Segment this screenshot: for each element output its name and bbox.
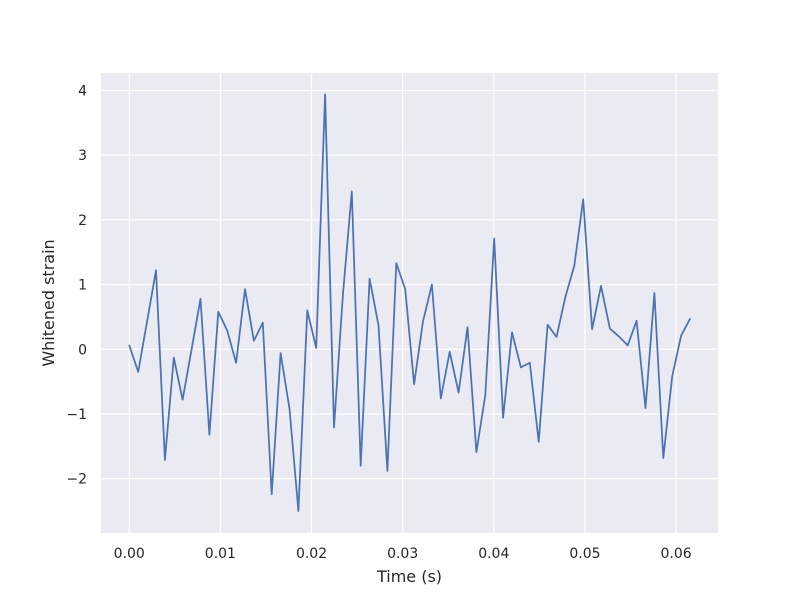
x-tick-labels: 0.00 0.01 0.02 0.03 0.04 0.05 0.06: [114, 546, 692, 562]
y-tick-label: 3: [78, 148, 87, 164]
y-tick-label: 0: [78, 342, 87, 358]
x-tick-label: 0.01: [205, 546, 236, 562]
y-tick-label: 1: [78, 278, 87, 294]
y-tick-label: 4: [78, 83, 87, 99]
x-tick-label: 0.02: [296, 546, 327, 562]
y-tick-labels: 4 3 2 1 0 −1 −2: [66, 83, 87, 487]
y-tick-label: −1: [66, 407, 87, 423]
plot-area: [101, 73, 718, 533]
x-tick-label: 0.04: [478, 546, 509, 562]
x-tick-label: 0.00: [114, 546, 145, 562]
y-tick-label: 2: [78, 213, 87, 229]
y-tick-label: −2: [66, 472, 87, 488]
series-line: [128, 93, 691, 512]
x-axis-label: Time (s): [376, 567, 442, 586]
x-tick-label: 0.03: [387, 546, 418, 562]
x-tick-label: 0.06: [660, 546, 691, 562]
series-layer: [128, 93, 691, 512]
x-tick-label: 0.05: [569, 546, 600, 562]
y-axis-label: Whitened strain: [39, 239, 58, 366]
